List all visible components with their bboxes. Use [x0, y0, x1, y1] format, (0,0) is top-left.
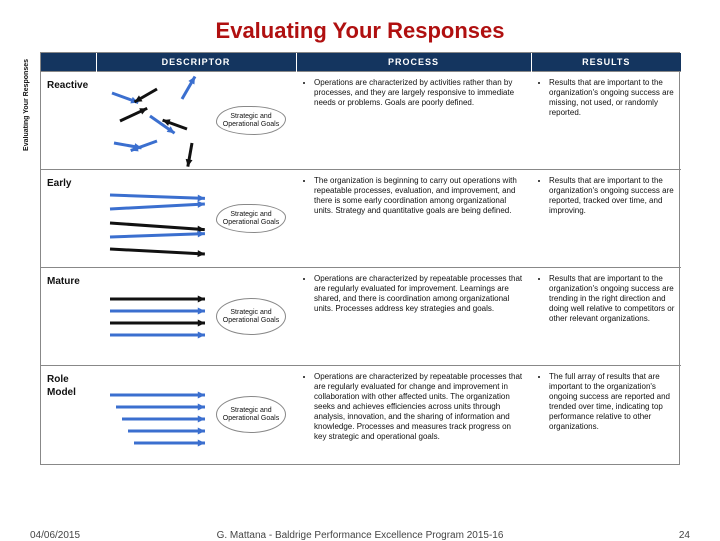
results-cell: Results that are important to the organi… — [531, 170, 681, 268]
process-cell: Operations are characterized by activiti… — [296, 72, 531, 170]
goals-shape: Strategic and Operational Goals — [216, 106, 286, 135]
descriptor-cell: Strategic and Operational Goals — [96, 72, 296, 170]
results-text: Results that are important to the organi… — [549, 78, 675, 118]
row-label: Reactive — [41, 72, 96, 170]
arrow-icon — [102, 375, 212, 465]
results-text: The full array of results that are impor… — [549, 372, 675, 432]
process-text: Operations are characterized by repeatab… — [314, 274, 525, 314]
page-title: Evaluating Your Responses — [30, 18, 690, 44]
maturity-chart: Evaluating Your Responses DESCRIPTOR PRO… — [40, 52, 680, 465]
arrows-diagram — [102, 277, 212, 357]
goals-shape: Strategic and Operational Goals — [216, 204, 286, 233]
arrows-diagram — [102, 375, 212, 455]
footer-credit: G. Mattana - Baldrige Performance Excell… — [0, 530, 720, 541]
header-process: PROCESS — [296, 53, 531, 72]
process-text: Operations are characterized by repeatab… — [314, 372, 525, 442]
slide: Evaluating Your Responses Evaluating You… — [0, 0, 720, 540]
arrows-diagram — [102, 179, 212, 259]
table-row: Role Model Strategic and Operational Goal… — [41, 366, 681, 464]
results-text: Results that are important to the organi… — [549, 176, 675, 216]
process-text: Operations are characterized by activiti… — [314, 78, 525, 108]
side-label: Evaluating Your Responses — [23, 59, 30, 151]
goals-shape: Strategic and Operational Goals — [216, 396, 286, 433]
header-results: RESULTS — [531, 53, 681, 72]
header-blank — [41, 53, 96, 72]
table-row: Early Strategic and Operational Goals The … — [41, 170, 681, 268]
descriptor-cell: Strategic and Operational Goals — [96, 170, 296, 268]
arrows-diagram — [102, 81, 212, 161]
results-cell: Results that are important to the organi… — [531, 72, 681, 170]
results-text: Results that are important to the organi… — [549, 274, 675, 324]
row-label: Mature — [41, 268, 96, 366]
goals-shape: Strategic and Operational Goals — [216, 298, 286, 335]
process-cell: Operations are characterized by repeatab… — [296, 366, 531, 464]
arrow-icon — [102, 81, 212, 171]
header-descriptor: DESCRIPTOR — [96, 53, 296, 72]
arrow-icon — [102, 179, 212, 269]
table-row: Reactive Strategic and Operational Goals O… — [41, 72, 681, 170]
maturity-table: DESCRIPTOR PROCESS RESULTS Reactive Strat… — [41, 53, 681, 464]
page-number: 24 — [679, 530, 690, 541]
row-label: Early — [41, 170, 96, 268]
process-cell: Operations are characterized by repeatab… — [296, 268, 531, 366]
descriptor-cell: Strategic and Operational Goals — [96, 366, 296, 464]
descriptor-cell: Strategic and Operational Goals — [96, 268, 296, 366]
process-text: The organization is beginning to carry o… — [314, 176, 525, 216]
results-cell: Results that are important to the organi… — [531, 268, 681, 366]
header-row: DESCRIPTOR PROCESS RESULTS — [41, 53, 681, 72]
process-cell: The organization is beginning to carry o… — [296, 170, 531, 268]
arrow-icon — [102, 277, 212, 367]
results-cell: The full array of results that are impor… — [531, 366, 681, 464]
table-row: Mature Strategic and Operational Goals Ope… — [41, 268, 681, 366]
row-label: Role Model — [41, 366, 96, 464]
